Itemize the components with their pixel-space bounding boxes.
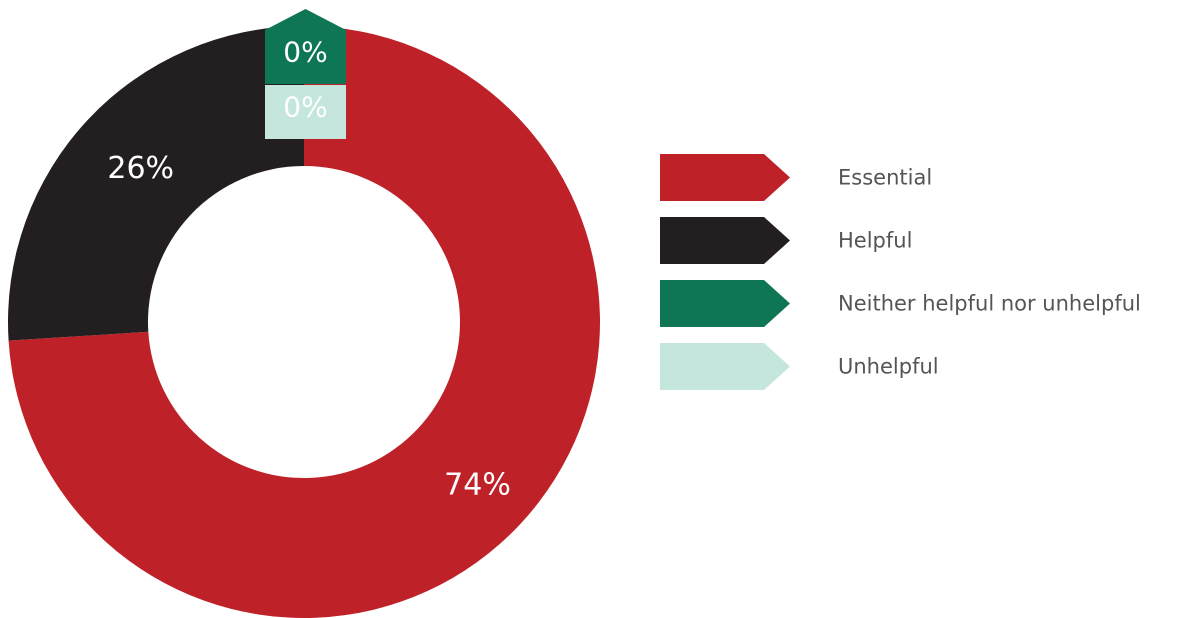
callout-unhelpful: 0% — [265, 85, 346, 139]
legend: Essential Helpful Neither helpful nor unhe… — [660, 154, 1141, 390]
donut-slices — [7, 26, 600, 618]
data-label-neither: 0% — [283, 36, 327, 69]
legend-label-helpful: Helpful — [838, 229, 912, 253]
legend-label-essential: Essential — [838, 166, 932, 190]
data-label-unhelpful: 0% — [283, 91, 327, 124]
slice-labels: 74% 26% 0% 0% — [107, 9, 511, 502]
legend-item-essential: Essential — [660, 154, 932, 201]
legend-item-neither: Neither helpful nor unhelpful — [660, 280, 1141, 327]
callout-box-unhelpful — [265, 85, 346, 139]
legend-swatch-neither — [660, 280, 790, 327]
callout-neither: 0% — [265, 9, 346, 84]
slice-essential — [8, 26, 600, 618]
slice-helpful — [7, 26, 304, 341]
legend-swatch-essential — [660, 154, 790, 201]
data-label-essential: 74% — [444, 467, 511, 502]
legend-swatch-unhelpful — [660, 343, 790, 390]
legend-item-unhelpful: Unhelpful — [660, 343, 939, 390]
legend-label-unhelpful: Unhelpful — [838, 355, 939, 379]
data-label-helpful: 26% — [107, 151, 174, 186]
legend-swatch-helpful — [660, 217, 790, 264]
callout-box-neither — [265, 9, 346, 84]
legend-item-helpful: Helpful — [660, 217, 912, 264]
legend-label-neither: Neither helpful nor unhelpful — [838, 292, 1141, 316]
